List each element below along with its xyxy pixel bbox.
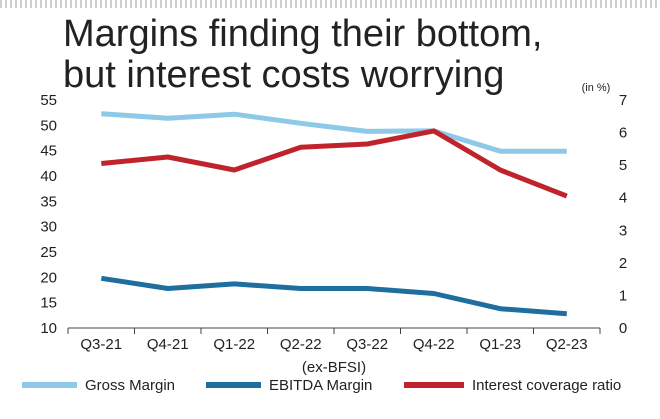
right-y-tick-label-6: 6 [619, 125, 627, 142]
series-line-interest-coverage-ratio [101, 128, 568, 199]
right-y-tick-label-7: 7 [619, 92, 627, 109]
right-y-unit-label: (in %) [582, 82, 611, 94]
x-tick-label-q1-22: Q1-22 [213, 336, 255, 353]
chart-title: Margins finding their bottom, but intere… [63, 14, 542, 96]
x-tick-label-q4-22: Q4-22 [413, 336, 455, 353]
right-y-tick-label-0: 0 [619, 320, 627, 337]
right-y-tick-label-4: 4 [619, 190, 627, 207]
left-y-tick-label-15: 15 [40, 295, 57, 312]
left-y-tick-label-35: 35 [40, 193, 57, 210]
x-tick-label-q2-23: Q2-23 [546, 336, 588, 353]
top-decorative-strip [0, 0, 660, 8]
legend-label-gross-margin: Gross Margin [85, 377, 175, 394]
chart-title-line-2: but interest costs worrying [63, 54, 505, 96]
legend-label-interest-coverage-ratio: Interest coverage ratio [472, 377, 621, 394]
right-y-tick-label-1: 1 [619, 287, 627, 304]
right-y-tick-label-3: 3 [619, 222, 627, 239]
left-y-tick-label-10: 10 [40, 320, 57, 337]
chart-title-line-1: Margins finding their bottom, [63, 13, 543, 55]
left-y-tick-label-50: 50 [40, 117, 57, 134]
x-tick-label-q2-22: Q2-22 [280, 336, 322, 353]
x-axis-label: (ex-BFSI) [302, 359, 366, 376]
left-y-tick-label-20: 20 [40, 269, 57, 286]
series-line-gross-margin [101, 111, 567, 154]
left-y-tick-label-30: 30 [40, 219, 57, 236]
left-y-tick-label-55: 55 [40, 92, 57, 109]
left-y-tick-label-25: 25 [40, 244, 57, 261]
left-y-tick-label-40: 40 [40, 168, 57, 185]
right-y-tick-label-2: 2 [619, 255, 627, 272]
x-tick-label-q4-21: Q4-21 [147, 336, 189, 353]
x-tick-label-q3-22: Q3-22 [346, 336, 388, 353]
series-line-ebitda-margin [100, 275, 567, 317]
right-y-tick-label-5: 5 [619, 157, 627, 174]
legend-label-ebitda-margin: EBITDA Margin [269, 377, 372, 394]
left-y-tick-label-45: 45 [40, 143, 57, 160]
x-tick-label-q3-21: Q3-21 [80, 336, 122, 353]
x-tick-label-q1-23: Q1-23 [479, 336, 521, 353]
